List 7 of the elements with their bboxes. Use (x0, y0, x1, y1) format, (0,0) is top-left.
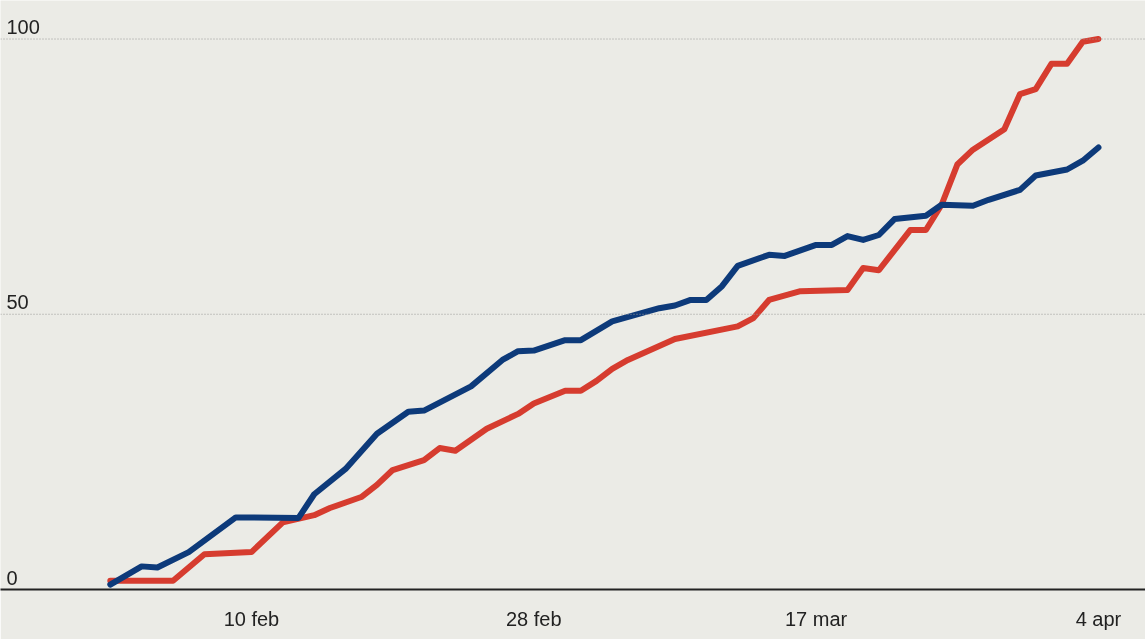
x-tick-label: 17 mar (784, 607, 848, 630)
y-tick-label: 50 (6, 291, 29, 314)
y-tick-label: 0 (6, 566, 18, 589)
y-tick-label: 100 (6, 16, 40, 39)
x-tick-label: 10 feb (223, 607, 280, 630)
x-tick-label: 4 apr (1075, 607, 1122, 630)
x-tick-label: 28 feb (505, 607, 562, 630)
